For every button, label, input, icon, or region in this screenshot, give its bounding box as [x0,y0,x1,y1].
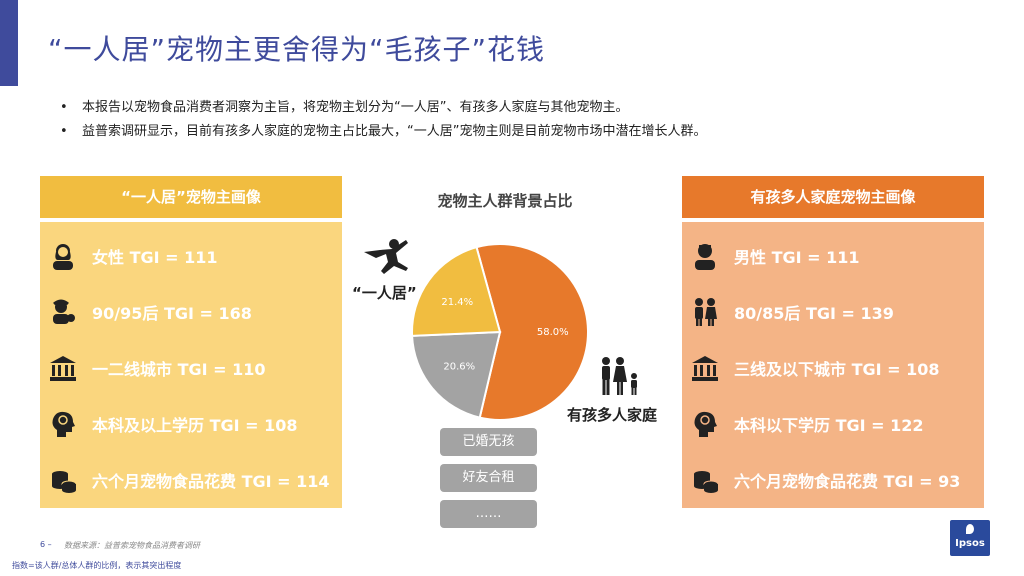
profile-row: 女性 TGI = 111 [40,228,342,284]
bullet-item: 益普索调研显示，目前有孩多人家庭的宠物主占比最大，“一人居”宠物主则是目前宠物市… [60,120,706,144]
brain-head-icon [690,409,720,439]
profile-row: 80/85后 TGI = 139 [682,284,984,340]
profile-row-text: 80/85后 TGI = 139 [734,304,894,323]
profile-row: 本科及以上学历 TGI = 108 [40,396,342,452]
single-segment-label: “一人居” [352,284,417,302]
profile-row-text: 本科及以上学历 TGI = 108 [92,416,298,435]
coins-icon [690,465,720,495]
pie-slice-label: 58.0% [537,327,569,338]
accent-bar [0,0,18,86]
pie-slice [475,243,589,421]
single-owner-panel: “一人居”宠物主画像 女性 TGI = 111 90/95后 TGI = 168… [40,176,342,508]
couple-icon [690,297,720,327]
city-building-icon [48,353,78,383]
profile-row-text: 女性 TGI = 111 [92,248,218,267]
logo-text: Ipsos [955,538,985,549]
profile-row: 三线及以下城市 TGI = 108 [682,340,984,396]
profile-row-text: 男性 TGI = 111 [734,248,860,267]
pie-slice-label: 20.6% [443,362,475,373]
city-building-icon [690,353,720,383]
footnote: 指数=该人群/总体人群的比例，表示其突出程度 [12,561,182,570]
profile-row-text: 六个月宠物食品花费 TGI = 93 [734,472,961,491]
bullet-list: 本报告以宠物食品消费者洞察为主旨，将宠物主划分为“一人居”、有孩多人家庭与其他宠… [60,96,706,144]
page-title: “一人居”宠物主更舍得为“毛孩子”花钱 [48,33,546,66]
profile-row: 六个月宠物食品花费 TGI = 114 [40,452,342,508]
other-category-chip: 好友合租 [440,464,537,492]
other-category-chip: …… [440,500,537,528]
profile-row: 90/95后 TGI = 168 [40,284,342,340]
profile-row-text: 90/95后 TGI = 168 [92,304,252,323]
panel-header: 有孩多人家庭宠物主画像 [682,176,984,218]
page-number: 6 – [40,540,52,549]
ipsos-logo: Ipsos [950,520,990,556]
family-segment-label: 有孩多人家庭 [567,406,658,424]
bullet-item: 本报告以宠物食品消费者洞察为主旨，将宠物主划分为“一人居”、有孩多人家庭与其他宠… [60,96,706,120]
logo-mark [966,524,974,534]
pie-slice [411,245,502,337]
profile-row-text: 本科以下学历 TGI = 122 [734,416,924,435]
chart-title: 宠物主人群背景占比 [437,192,573,210]
male-icon [690,241,720,271]
pie-chart: 58.0% 20.6% 21.4% [410,232,610,436]
family-icon [596,356,644,402]
profile-row-text: 六个月宠物食品花费 TGI = 114 [92,472,330,491]
brain-head-icon [48,409,78,439]
panel-body: 女性 TGI = 111 90/95后 TGI = 168 一二线城市 TGI … [40,222,342,508]
profile-row: 本科以下学历 TGI = 122 [682,396,984,452]
profile-row-text: 一二线城市 TGI = 110 [92,360,266,379]
profile-row: 六个月宠物食品花费 TGI = 93 [682,452,984,508]
profile-row-text: 三线及以下城市 TGI = 108 [734,360,940,379]
profile-row: 一二线城市 TGI = 110 [40,340,342,396]
data-source: 数据来源：益普索宠物食品消费者调研 [64,541,200,550]
young-person-icon [48,297,78,327]
pie-slice [411,330,502,419]
other-category-chip: 已婚无孩 [440,428,537,456]
coins-icon [48,465,78,495]
female-icon [48,241,78,271]
panel-header: “一人居”宠物主画像 [40,176,342,218]
family-owner-panel: 有孩多人家庭宠物主画像 男性 TGI = 111 80/85后 TGI = 13… [682,176,984,508]
pie-slice-label: 21.4% [441,297,473,308]
pie-svg: 58.0% 20.6% 21.4% [411,243,589,421]
profile-row: 男性 TGI = 111 [682,228,984,284]
panel-body: 男性 TGI = 111 80/85后 TGI = 139 三线及以下城市 TG… [682,222,984,508]
superhero-icon [362,236,414,282]
